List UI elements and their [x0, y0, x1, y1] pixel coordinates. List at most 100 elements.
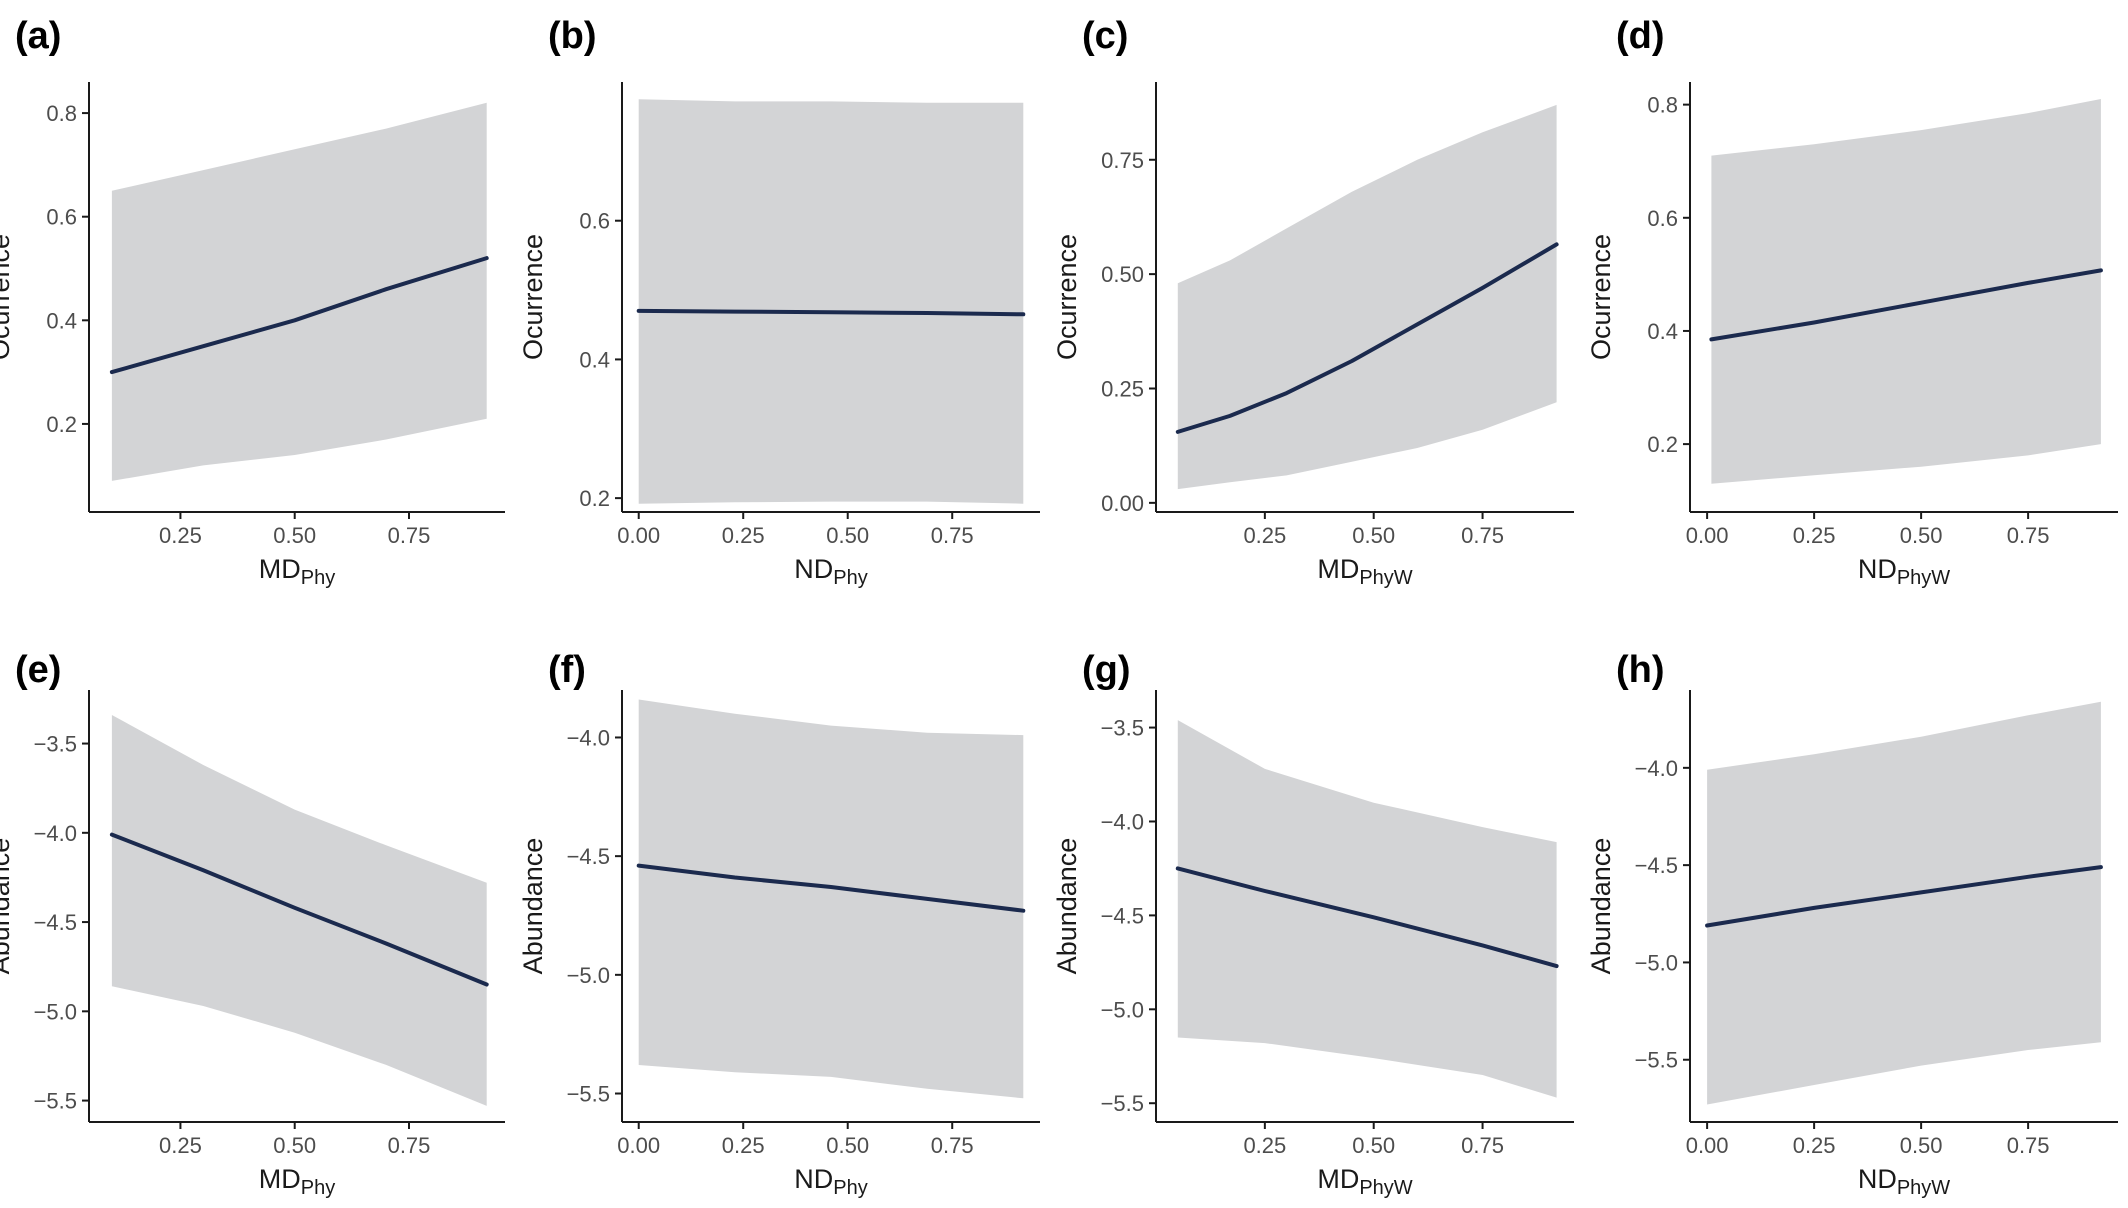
chart-h-x-tick-label: 0.50: [1900, 1133, 1943, 1158]
chart-a-x-tick-label: 0.50: [273, 523, 316, 548]
chart-h: (h) 0.00 0.25 0.50 0.75 −5.5 −5.0 −4.5 −4.0 NDPhy…: [1586, 649, 2118, 1199]
chart-f-confidence-band: [638, 699, 1024, 1099]
chart-d-panel-label: (d): [1616, 15, 1665, 57]
chart-a-panel-label: (a): [15, 15, 61, 57]
chart-e-panel-label: (e): [15, 649, 61, 691]
chart-h-y-tick-label: −5.0: [1635, 950, 1678, 975]
chart-f-y-tick-label: −5.0: [567, 963, 610, 988]
chart-c-y-tick-label: 0.00: [1101, 491, 1144, 516]
chart-g-y-tick-label: −4.5: [1101, 903, 1144, 928]
chart-d-confidence-band: [1711, 99, 2101, 484]
chart-a-y-tick-label: 0.4: [46, 308, 77, 333]
chart-c-panel-label: (c): [1082, 15, 1128, 57]
chart-b-y-axis-title: Ocurrence: [518, 234, 548, 360]
chart-c-confidence-band: [1177, 104, 1557, 490]
chart-b-y-tick-label: 0.6: [579, 209, 610, 234]
chart-f-x-tick-label: 0.00: [617, 1133, 660, 1158]
chart-d-y-tick-label: 0.2: [1647, 432, 1678, 457]
chart-a-y-tick-label: 0.6: [46, 205, 77, 230]
chart-e-y-tick-label: −5.5: [34, 1089, 77, 1114]
chart-f-y-axis-title: Abundance: [518, 838, 548, 975]
chart-g-y-tick-label: −4.0: [1101, 809, 1144, 834]
chart-e-fitted-line: [109, 832, 489, 987]
chart-g-y-tick-label: −3.5: [1101, 716, 1144, 741]
chart-d-y-tick-label: 0.6: [1647, 206, 1678, 231]
chart-b-y-tick-label: 0.4: [579, 347, 610, 372]
chart-e-y-tick-label: −5.0: [34, 999, 77, 1024]
chart-a-y-axis-title: Ocurrence: [0, 234, 15, 360]
chart-c-x-tick-label: 0.50: [1352, 523, 1395, 548]
chart-f-y-tick-label: −4.0: [567, 725, 610, 750]
chart-d-x-tick-label: 0.50: [1900, 523, 1943, 548]
chart-h-confidence-band: [1707, 701, 2101, 1105]
chart-e: (e) 0.25 0.50 0.75 −5.5 −5.0 −4.5 −4.0 −3.5 MDPhy…: [0, 649, 505, 1199]
chart-a-y-tick-label: 0.8: [46, 101, 77, 126]
chart-f-y-tick-label: −5.5: [567, 1082, 610, 1107]
chart-c-x-tick-label: 0.25: [1243, 523, 1286, 548]
chart-e-x-tick-label: 0.25: [159, 1133, 202, 1158]
chart-a-fitted-line: [109, 256, 489, 375]
chart-a-x-axis-title: MDPhy: [259, 554, 335, 589]
chart-g: (g) 0.25 0.50 0.75 −5.5 −5.0 −4.5 −4.0 −3.5 MDPhy…: [1052, 649, 1574, 1199]
chart-d: (d) 0.00 0.25 0.50 0.75 0.2 0.4 0.6 0.8 NDPhyW Ocu…: [1586, 15, 2118, 589]
chart-f-x-tick-label: 0.25: [722, 1133, 765, 1158]
chart-f-panel-label: (f): [548, 649, 586, 691]
chart-e-y-tick-label: −4.0: [34, 821, 77, 846]
chart-b-x-tick-label: 0.00: [617, 523, 660, 548]
chart-d-x-tick-label: 0.25: [1793, 523, 1836, 548]
chart-d-y-tick-label: 0.8: [1647, 93, 1678, 118]
chart-h-y-tick-label: −4.5: [1635, 853, 1678, 878]
chart-c-y-tick-label: 0.25: [1101, 376, 1144, 401]
chart-h-x-tick-label: 0.25: [1793, 1133, 1836, 1158]
chart-e-x-tick-label: 0.50: [273, 1133, 316, 1158]
chart-e-x-tick-label: 0.75: [388, 1133, 431, 1158]
chart-f-x-axis-title: NDPhy: [794, 1164, 867, 1199]
chart-g-y-tick-label: −5.5: [1101, 1091, 1144, 1116]
chart-e-y-tick-label: −4.5: [34, 910, 77, 935]
chart-h-y-axis-title: Abundance: [1586, 838, 1616, 975]
chart-g-x-tick-label: 0.50: [1352, 1133, 1395, 1158]
chart-c-y-tick-label: 0.50: [1101, 262, 1144, 287]
chart-b-x-tick-label: 0.50: [826, 523, 869, 548]
chart-d-y-axis-title: Ocurrence: [1586, 234, 1616, 360]
chart-d-y-tick-label: 0.4: [1647, 319, 1678, 344]
chart-f-y-tick-label: −4.5: [567, 844, 610, 869]
chart-b: (b) 0.00 0.25 0.50 0.75 0.2 0.4 0.6 NDPhy Ocurren…: [518, 15, 1040, 589]
chart-g-x-tick-label: 0.25: [1243, 1133, 1286, 1158]
chart-d-x-tick-label: 0.00: [1686, 523, 1729, 548]
chart-c-y-tick-label: 0.75: [1101, 148, 1144, 173]
chart-h-panel-label: (h): [1616, 649, 1665, 691]
chart-g-fitted-line: [1175, 866, 1559, 969]
chart-g-x-axis-title: MDPhyW: [1317, 1164, 1412, 1199]
chart-a-y-tick-label: 0.2: [46, 412, 77, 437]
chart-g-confidence-band: [1177, 720, 1557, 1098]
chart-e-y-tick-label: −3.5: [34, 732, 77, 757]
chart-f-x-tick-label: 0.50: [826, 1133, 869, 1158]
chart-b-x-axis-title: NDPhy: [794, 554, 867, 589]
chart-b-confidence-band: [638, 99, 1024, 504]
chart-g-panel-label: (g): [1082, 649, 1131, 691]
chart-a: (a) 0.25 0.50 0.75 0.2 0.4 0.6 0.8 MDPhy Ocurrenc…: [0, 15, 505, 589]
chart-d-fitted-line: [1709, 268, 2103, 342]
chart-h-fitted-line: [1705, 865, 2103, 928]
chart-b-fitted-line: [636, 308, 1026, 317]
chart-d-x-axis-title: NDPhyW: [1858, 554, 1950, 589]
chart-a-x-tick-label: 0.25: [159, 523, 202, 548]
chart-c-x-tick-label: 0.75: [1461, 523, 1504, 548]
chart-b-y-tick-label: 0.2: [579, 486, 610, 511]
chart-g-x-tick-label: 0.75: [1461, 1133, 1504, 1158]
chart-b-x-tick-label: 0.25: [722, 523, 765, 548]
chart-c-x-axis-title: MDPhyW: [1317, 554, 1412, 589]
chart-b-x-tick-label: 0.75: [931, 523, 974, 548]
chart-d-x-tick-label: 0.75: [2007, 523, 2050, 548]
chart-c-fitted-line: [1175, 242, 1559, 434]
chart-c: (c) 0.25 0.50 0.75 0.00 0.25 0.50 0.75 MDPhyW Ocu…: [1052, 15, 1574, 589]
chart-h-x-tick-label: 0.75: [2007, 1133, 2050, 1158]
chart-a-x-tick-label: 0.75: [388, 523, 431, 548]
chart-b-panel-label: (b): [548, 15, 597, 57]
chart-f-x-tick-label: 0.75: [931, 1133, 974, 1158]
chart-e-y-axis-title: Abundance: [0, 838, 15, 975]
chart-h-x-axis-title: NDPhyW: [1858, 1164, 1950, 1199]
chart-e-x-axis-title: MDPhy: [259, 1164, 335, 1199]
